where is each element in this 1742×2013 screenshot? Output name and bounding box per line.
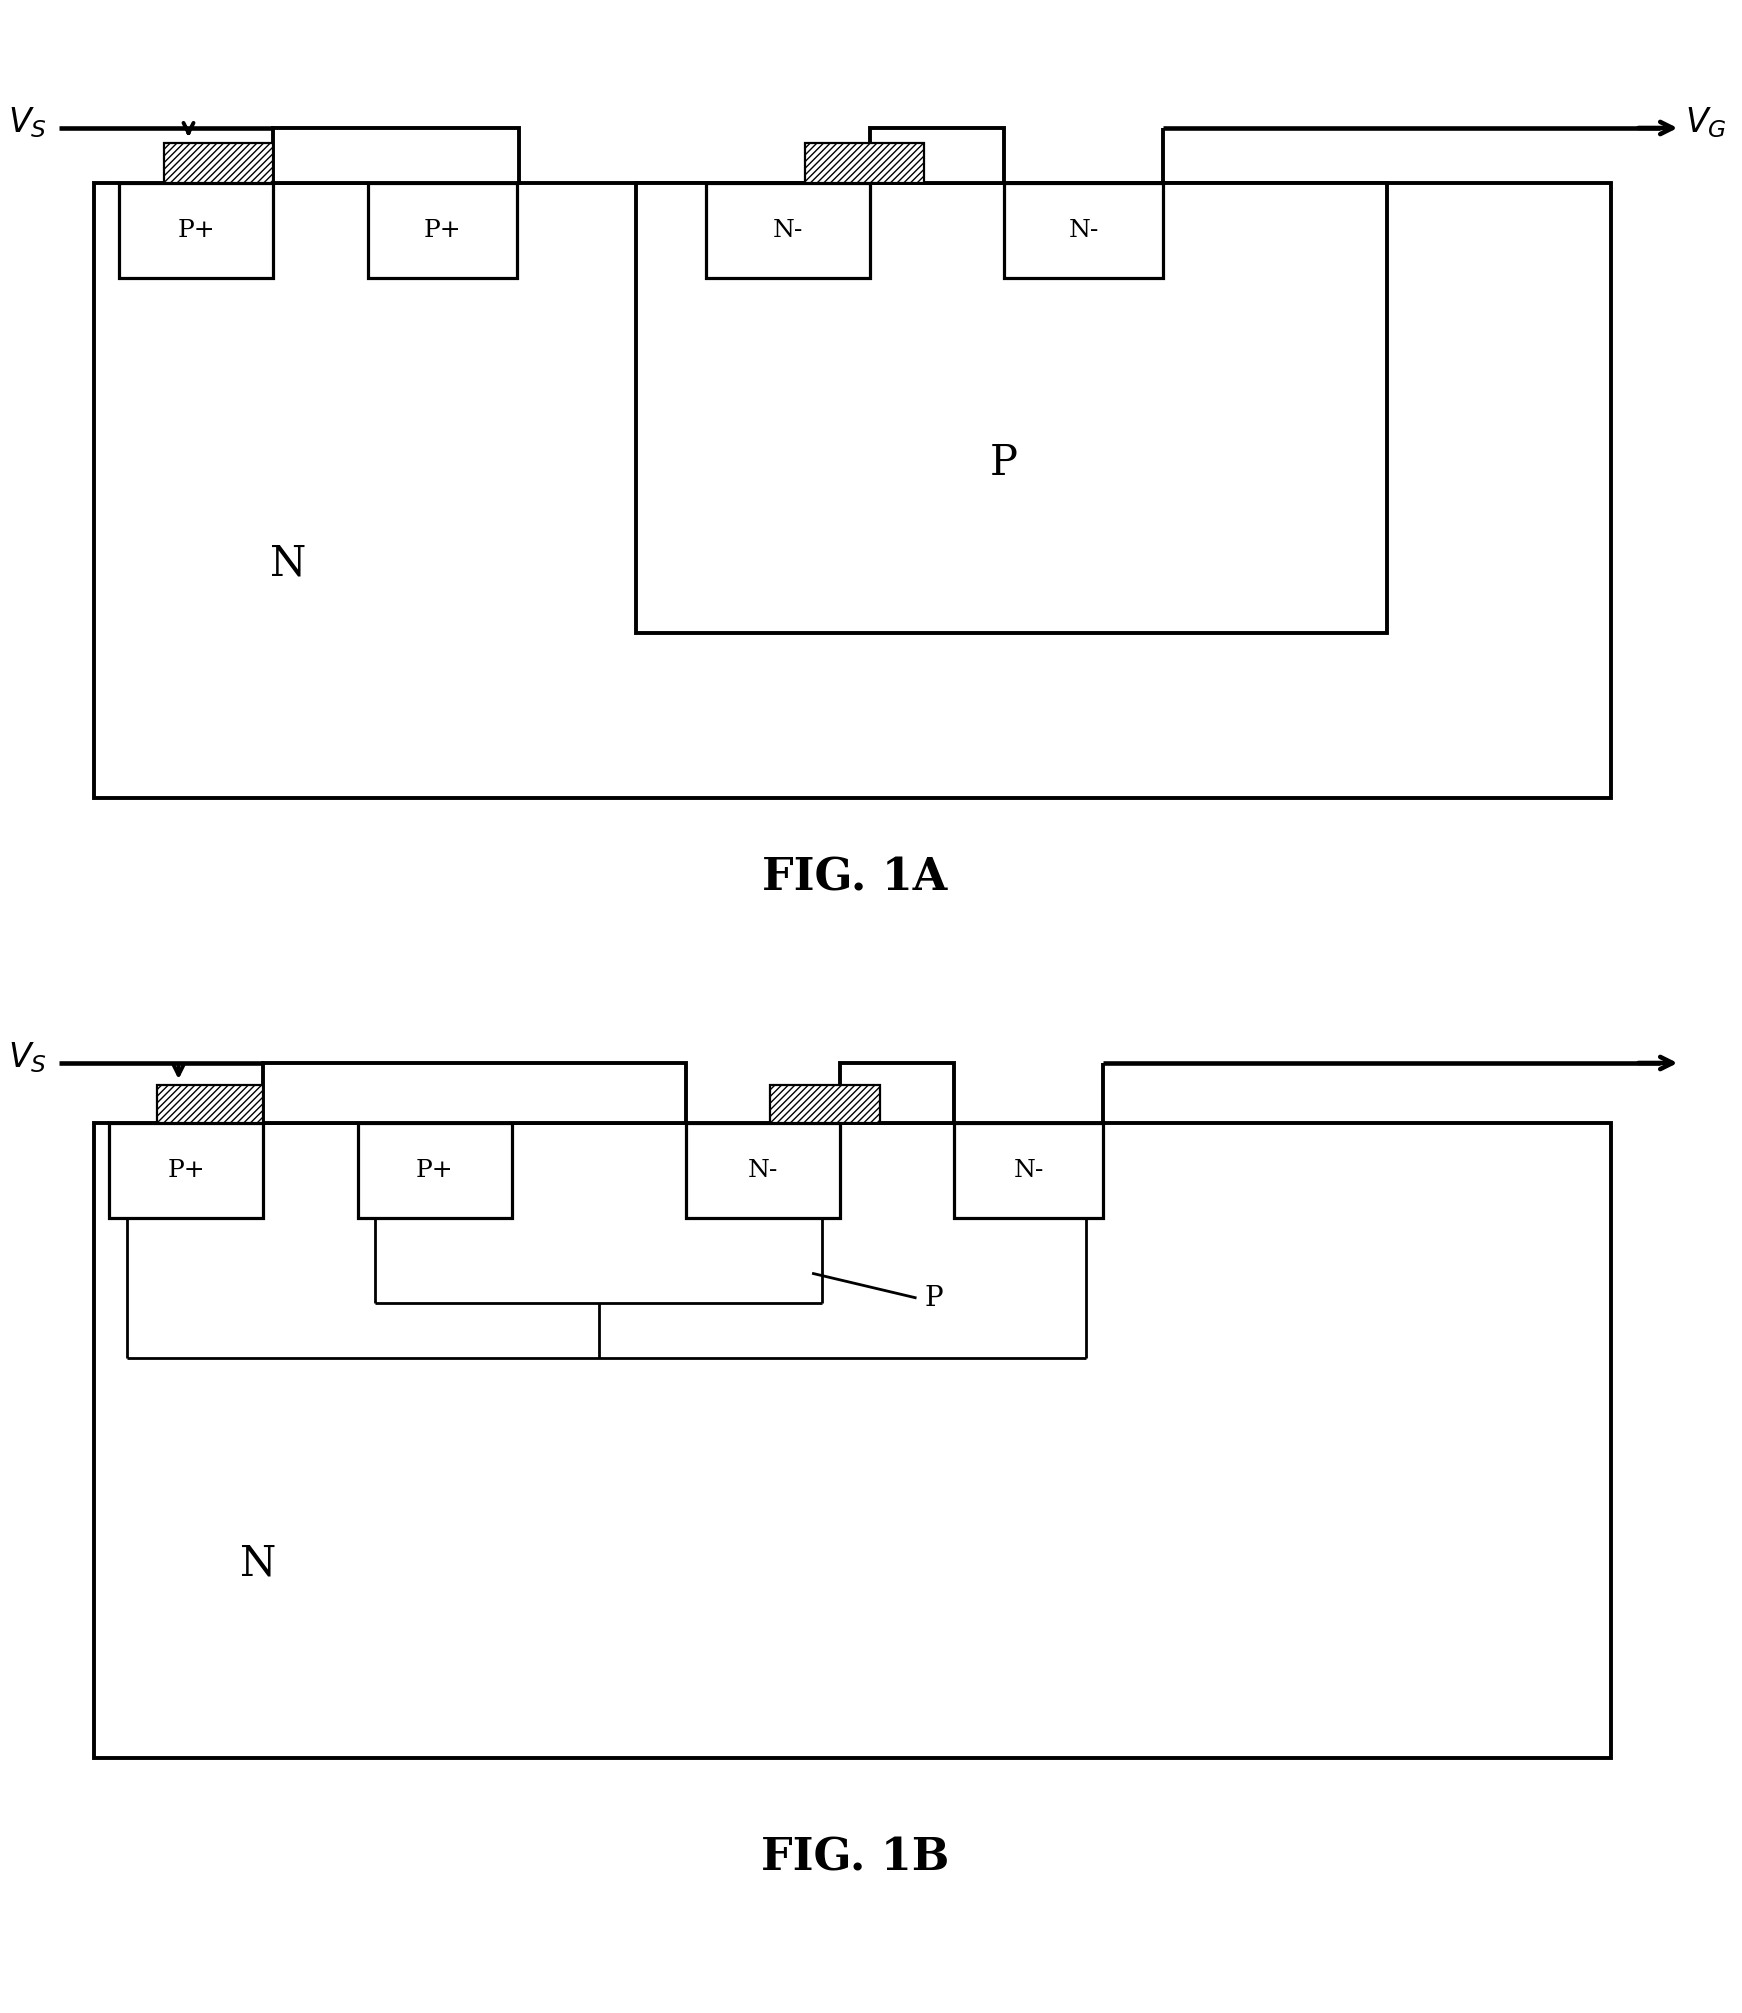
Text: FIG. 1A: FIG. 1A bbox=[763, 856, 948, 900]
Text: $\mathit{V_G}$: $\mathit{V_G}$ bbox=[1685, 105, 1726, 141]
Bar bbox=[164, 143, 273, 183]
Bar bbox=[955, 1123, 1103, 1218]
Text: N-: N- bbox=[772, 219, 803, 242]
Bar bbox=[840, 1063, 955, 1123]
Text: P+: P+ bbox=[178, 219, 214, 242]
Text: P+: P+ bbox=[423, 219, 462, 242]
Bar bbox=[118, 183, 273, 278]
Bar bbox=[94, 1123, 1611, 1757]
Bar bbox=[357, 1123, 512, 1218]
Text: P+: P+ bbox=[167, 1159, 206, 1182]
Bar bbox=[157, 1085, 263, 1123]
Text: N-: N- bbox=[1068, 219, 1099, 242]
Text: P+: P+ bbox=[416, 1159, 453, 1182]
Bar bbox=[686, 1123, 840, 1218]
Bar bbox=[94, 183, 1611, 797]
Bar bbox=[636, 183, 1387, 632]
Bar bbox=[368, 183, 517, 278]
Bar bbox=[1003, 183, 1164, 278]
Text: N: N bbox=[240, 1542, 277, 1584]
Text: FIG. 1B: FIG. 1B bbox=[761, 1836, 949, 1880]
Text: $\mathit{V_S}$: $\mathit{V_S}$ bbox=[9, 1041, 47, 1075]
Bar bbox=[110, 1123, 263, 1218]
Text: P: P bbox=[925, 1284, 942, 1312]
Bar bbox=[869, 129, 1003, 183]
Bar bbox=[805, 143, 925, 183]
Text: N-: N- bbox=[747, 1159, 779, 1182]
Text: P: P bbox=[989, 443, 1017, 483]
Bar bbox=[706, 183, 869, 278]
Bar bbox=[770, 1085, 880, 1123]
Bar bbox=[263, 1063, 686, 1123]
Bar bbox=[273, 129, 519, 183]
Text: N: N bbox=[270, 541, 307, 584]
Text: $\mathit{V_S}$: $\mathit{V_S}$ bbox=[9, 105, 47, 141]
Text: N-: N- bbox=[1014, 1159, 1043, 1182]
